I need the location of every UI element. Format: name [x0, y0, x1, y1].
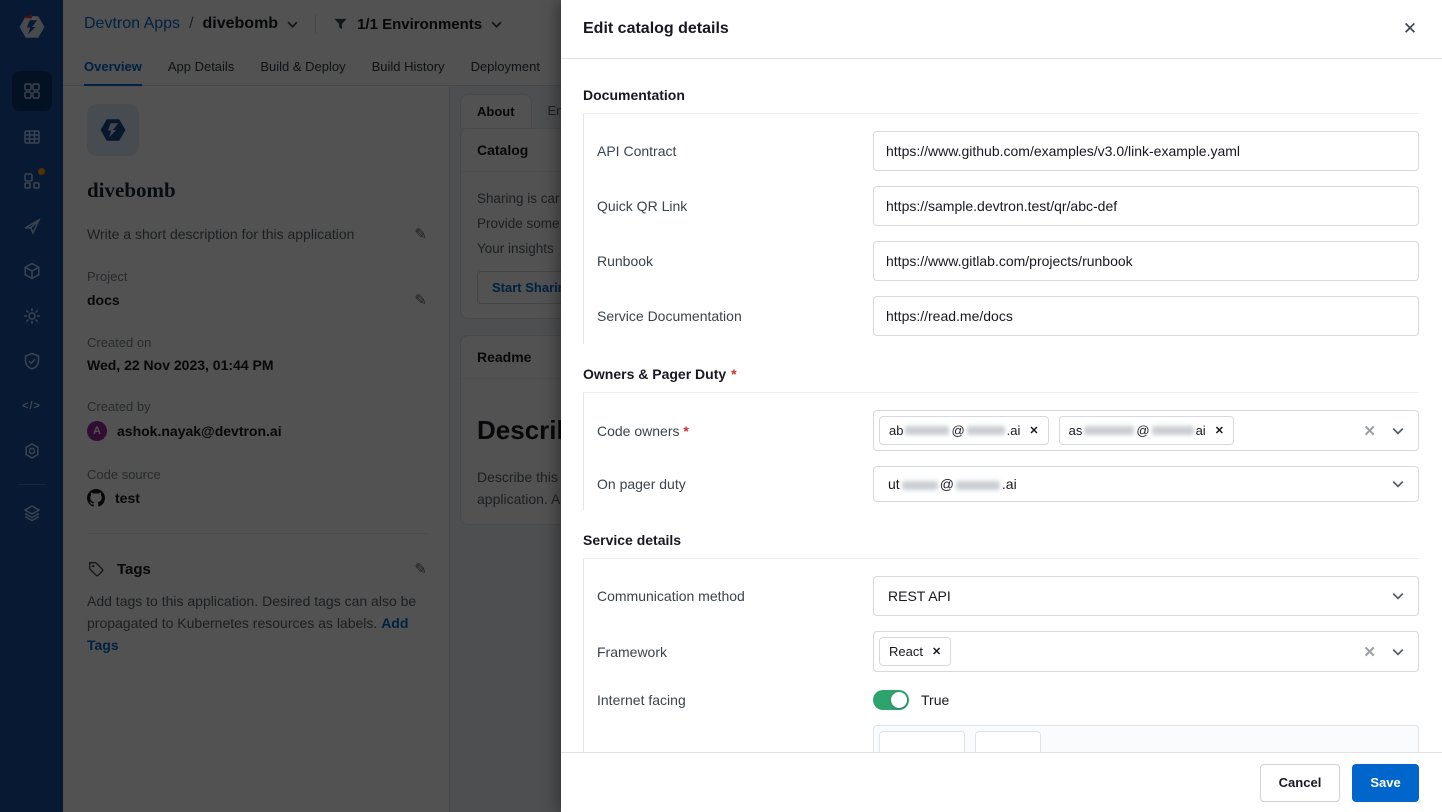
section-service-title: Service details	[583, 510, 1419, 559]
field-runbook: Runbook	[597, 241, 1419, 281]
runbook-label: Runbook	[597, 253, 654, 269]
field-on-pager-duty: On pager duty ut @ .ai	[597, 466, 1419, 502]
field-partial-next	[597, 725, 1419, 752]
edit-catalog-drawer: Edit catalog details ✕ Documentation API…	[561, 0, 1442, 812]
communication-method-value: REST API	[888, 588, 951, 604]
section-owners-title-row: Owners & Pager Duty *	[583, 344, 1419, 393]
clear-selection-icon[interactable]: ✕	[1363, 422, 1376, 440]
section-owners-pager-duty: Owners & Pager Duty * Code owners * ab @.…	[583, 344, 1419, 510]
partial-multiselect[interactable]	[873, 725, 1419, 752]
drawer-title: Edit catalog details	[583, 20, 729, 37]
drawer-body: Documentation API Contract Quick QR Link…	[561, 59, 1442, 752]
partial-chip	[975, 731, 1041, 752]
required-asterisk: *	[683, 422, 689, 439]
pager-duty-value: ut @ .ai	[888, 476, 1017, 492]
section-documentation: Documentation API Contract Quick QR Link…	[583, 65, 1419, 344]
framework-multiselect[interactable]: React ✕ ✕	[873, 631, 1419, 672]
code-owner-chip: as @ ai ✕	[1058, 416, 1234, 445]
drawer-footer: Cancel Save	[561, 752, 1442, 812]
quick-qr-link-label: Quick QR Link	[597, 198, 688, 214]
internet-facing-toggle[interactable]	[873, 690, 909, 710]
communication-method-select[interactable]: REST API	[873, 576, 1419, 616]
field-framework: Framework React ✕ ✕	[597, 631, 1419, 672]
field-api-contract: API Contract	[597, 131, 1419, 171]
field-internet-facing: Internet facing True	[597, 687, 1419, 713]
quick-qr-link-input[interactable]	[873, 186, 1419, 226]
partial-chip	[879, 731, 965, 752]
field-code-owners: Code owners * ab @ .ai ✕ as @ ai ✕	[597, 410, 1419, 451]
field-quick-qr-link: Quick QR Link	[597, 186, 1419, 226]
service-documentation-input[interactable]	[873, 296, 1419, 336]
save-button[interactable]: Save	[1352, 763, 1419, 802]
clear-selection-icon[interactable]: ✕	[1363, 643, 1376, 661]
toggle-knob	[891, 692, 907, 708]
api-contract-input[interactable]	[873, 131, 1419, 171]
section-service-details: Service details Communication method RES…	[583, 510, 1419, 752]
section-documentation-title: Documentation	[583, 65, 1419, 114]
on-pager-duty-label: On pager duty	[597, 476, 686, 492]
internet-facing-value: True	[921, 692, 950, 708]
service-documentation-label: Service Documentation	[597, 308, 742, 324]
required-asterisk: *	[731, 366, 737, 382]
field-communication-method: Communication method REST API	[597, 576, 1419, 616]
chevron-down-icon[interactable]	[1392, 592, 1404, 600]
code-owners-label: Code owners *	[597, 422, 689, 439]
framework-label: Framework	[597, 643, 668, 660]
section-owners-title: Owners & Pager Duty	[583, 366, 727, 382]
code-owners-multiselect[interactable]: ab @ .ai ✕ as @ ai ✕ ✕	[873, 410, 1419, 451]
remove-chip-icon[interactable]: ✕	[1029, 425, 1039, 437]
code-owner-chip: ab @ .ai ✕	[879, 416, 1049, 445]
chevron-down-icon[interactable]	[1392, 648, 1404, 656]
close-icon[interactable]: ✕	[1394, 13, 1426, 45]
runbook-input[interactable]	[873, 241, 1419, 281]
on-pager-duty-select[interactable]: ut @ .ai	[873, 466, 1419, 502]
field-service-documentation: Service Documentation	[597, 296, 1419, 336]
api-contract-label: API Contract	[597, 143, 677, 159]
remove-chip-icon[interactable]: ✕	[931, 646, 942, 658]
chevron-down-icon[interactable]	[1392, 427, 1404, 435]
cancel-button[interactable]: Cancel	[1260, 763, 1340, 802]
drawer-header: Edit catalog details ✕	[561, 0, 1442, 59]
communication-method-label: Communication method	[597, 588, 745, 604]
remove-chip-icon[interactable]: ✕	[1214, 425, 1224, 437]
chevron-down-icon[interactable]	[1392, 480, 1404, 488]
framework-chip: React ✕	[879, 637, 952, 666]
internet-facing-label: Internet facing	[597, 692, 686, 708]
